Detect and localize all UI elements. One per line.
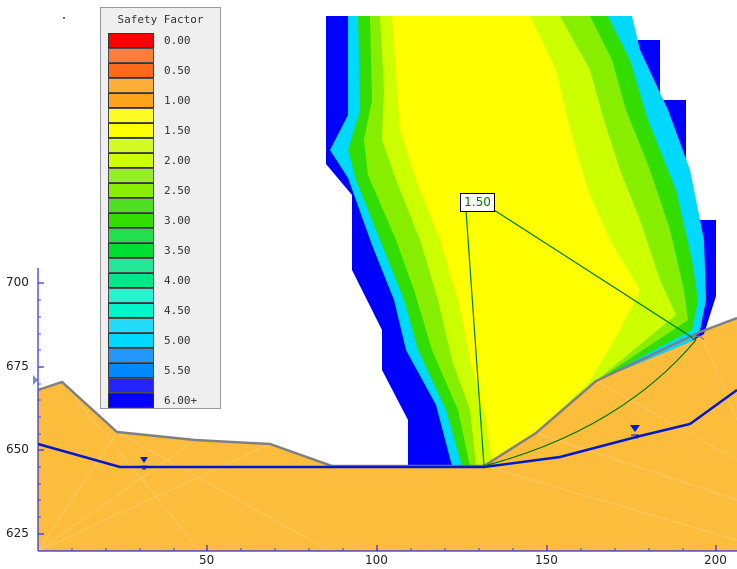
legend-swatch [108, 138, 154, 153]
critical-slip-surface [465, 209, 705, 467]
water-table-marker-icon [33, 375, 38, 385]
legend-swatch [108, 48, 154, 63]
legend-swatch [108, 393, 154, 408]
legend-swatch [108, 258, 154, 273]
legend-label: 0.50 [164, 64, 191, 77]
legend-label: 1.00 [164, 94, 191, 107]
stray-dot [63, 17, 65, 19]
water-table-marker-icon [140, 457, 148, 470]
legend-swatch [108, 108, 154, 123]
safety-factor-label[interactable]: 1.50 [460, 193, 495, 212]
water-table-marker-icon [630, 425, 640, 439]
x-tick-label: 50 [199, 553, 215, 567]
legend-swatch [108, 303, 154, 318]
y-tick-label: 625 [6, 526, 29, 540]
grid-contour-map [326, 16, 716, 466]
legend-swatch [108, 93, 154, 108]
legend-swatch [108, 333, 154, 348]
legend-swatch [108, 348, 154, 363]
y-tick-label: 650 [6, 442, 29, 456]
y-tick-label: 675 [6, 359, 29, 373]
legend-swatch [108, 33, 154, 48]
legend-swatch [108, 288, 154, 303]
legend-swatch [108, 378, 154, 393]
legend-swatch [108, 183, 154, 198]
legend-swatch [108, 168, 154, 183]
legend-swatch [108, 243, 154, 258]
x-tick-label: 150 [535, 553, 558, 567]
legend-label: 3.00 [164, 214, 191, 227]
legend-swatch [108, 153, 154, 168]
axes [37, 268, 737, 552]
minor-ticks [38, 299, 684, 551]
water-table-line [37, 388, 737, 469]
legend-label: 5.00 [164, 334, 191, 347]
legend-swatch [108, 63, 154, 78]
legend-swatch [108, 213, 154, 228]
legend-swatch [108, 228, 154, 243]
legend-swatch [108, 273, 154, 288]
x-tick-label: 200 [704, 553, 727, 567]
legend-swatch [108, 198, 154, 213]
legend-swatch [108, 123, 154, 138]
legend-swatch [108, 78, 154, 93]
legend-label: 6.00+ [164, 394, 198, 407]
legend-title: Safety Factor [117, 13, 204, 26]
y-tick-label: 700 [6, 275, 29, 289]
x-tick-label: 100 [365, 553, 388, 567]
legend-label: 5.50 [164, 364, 191, 377]
soil-region [38, 318, 737, 551]
safety-factor-legend: Safety Factor 0.00 0.50 1.00 1.50 2.00 2.50 3.… [100, 7, 221, 409]
legend-label: 1.50 [164, 124, 191, 137]
legend-label: 3.50 [164, 244, 191, 257]
legend-label: 4.50 [164, 304, 191, 317]
legend-swatch [108, 318, 154, 333]
legend-swatch [108, 363, 154, 378]
legend-label: 4.00 [164, 274, 191, 287]
legend-label: 2.00 [164, 154, 191, 167]
legend-label: 0.00 [164, 34, 191, 47]
legend-label: 2.50 [164, 184, 191, 197]
